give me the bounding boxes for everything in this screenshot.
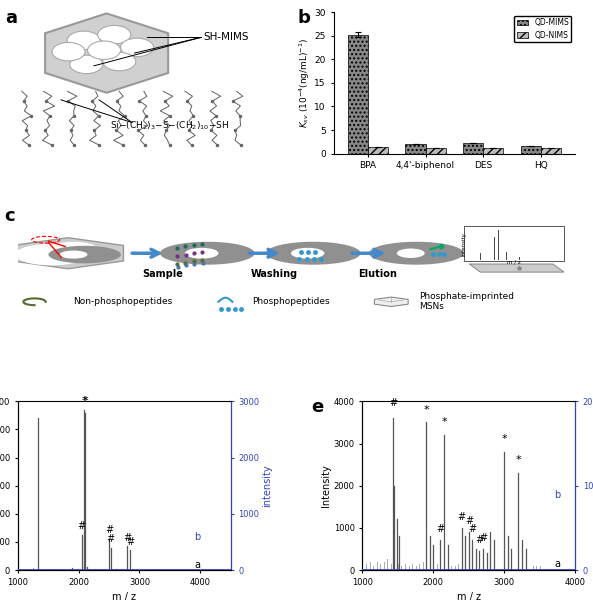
Text: #: # — [107, 534, 115, 544]
Bar — [426, 148, 446, 154]
Text: *: * — [423, 405, 429, 415]
Text: #: # — [436, 524, 445, 534]
X-axis label: m / z: m / z — [112, 592, 136, 600]
Text: #: # — [389, 398, 397, 407]
Text: Washing: Washing — [251, 269, 298, 278]
Text: #: # — [458, 512, 466, 521]
Polygon shape — [45, 13, 168, 93]
Bar — [406, 144, 426, 154]
Y-axis label: Intensity: Intensity — [321, 464, 331, 507]
Text: b: b — [554, 490, 560, 500]
Text: Si$-$(CH$_2$)$_3$$-$S$-$(CH$_2$)$_{10}$$-$SH: Si$-$(CH$_2$)$_3$$-$S$-$(CH$_2$)$_{10}$$… — [110, 119, 229, 131]
Ellipse shape — [59, 251, 88, 259]
Text: #: # — [123, 533, 131, 543]
Text: a: a — [554, 559, 560, 569]
Text: Non-phosphopeptides: Non-phosphopeptides — [74, 297, 173, 306]
Polygon shape — [374, 297, 408, 307]
Text: #: # — [468, 524, 476, 534]
Bar — [483, 148, 503, 154]
Text: #: # — [479, 533, 487, 542]
X-axis label: m / z: m / z — [457, 592, 481, 600]
Circle shape — [120, 38, 154, 56]
Circle shape — [88, 41, 120, 59]
Y-axis label: intensity: intensity — [262, 464, 272, 507]
Text: #: # — [476, 535, 483, 545]
Bar — [541, 148, 561, 154]
Text: *: * — [516, 455, 521, 466]
Text: m / z: m / z — [507, 259, 521, 264]
Polygon shape — [12, 238, 123, 269]
Bar — [368, 146, 388, 154]
Bar — [348, 35, 368, 154]
Bar — [464, 226, 564, 262]
Ellipse shape — [51, 242, 96, 254]
Text: Phosphopeptides: Phosphopeptides — [252, 297, 330, 306]
Text: a: a — [194, 560, 200, 571]
Text: SH-MIMS: SH-MIMS — [203, 32, 248, 43]
Ellipse shape — [397, 248, 425, 258]
Text: *: * — [81, 397, 87, 406]
Text: Elution: Elution — [358, 269, 397, 278]
Bar — [463, 143, 483, 154]
Text: Intensity: Intensity — [461, 232, 466, 256]
Circle shape — [49, 246, 121, 263]
Y-axis label: $K_{sv}$ (10$^{-4}$(ng/mL)$^{-1}$): $K_{sv}$ (10$^{-4}$(ng/mL)$^{-1}$) — [297, 38, 311, 128]
Ellipse shape — [15, 244, 88, 265]
Text: *: * — [502, 434, 507, 445]
Text: *: * — [441, 418, 447, 427]
Legend: QD-MIMS, QD-NIMS: QD-MIMS, QD-NIMS — [515, 16, 572, 42]
Circle shape — [52, 43, 85, 61]
Bar — [521, 146, 541, 154]
Text: b: b — [297, 9, 310, 27]
Ellipse shape — [185, 248, 218, 259]
Text: #: # — [105, 526, 113, 535]
Text: a: a — [5, 9, 17, 27]
Circle shape — [67, 31, 100, 50]
Text: e: e — [311, 398, 324, 416]
Circle shape — [369, 242, 464, 265]
Circle shape — [160, 242, 255, 265]
Circle shape — [266, 242, 361, 265]
Text: b: b — [194, 532, 200, 542]
Text: c: c — [4, 208, 14, 226]
Ellipse shape — [291, 248, 324, 259]
Text: #: # — [126, 536, 134, 547]
Circle shape — [70, 55, 103, 74]
Text: Sample: Sample — [142, 269, 183, 278]
Circle shape — [103, 52, 136, 71]
Polygon shape — [469, 264, 564, 272]
Text: *: * — [82, 397, 88, 406]
Text: Phosphate-imprinted
MSNs: Phosphate-imprinted MSNs — [419, 292, 514, 311]
Circle shape — [98, 25, 130, 44]
Text: #: # — [78, 521, 85, 532]
Text: #: # — [465, 516, 473, 526]
